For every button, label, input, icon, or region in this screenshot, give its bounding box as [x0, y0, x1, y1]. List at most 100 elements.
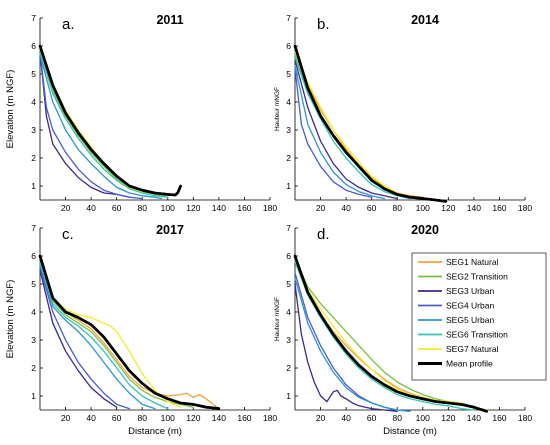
y-tick-label: 1: [31, 181, 36, 191]
series-line-seg1-natural: [39, 255, 220, 410]
chart-panel-4: 1 2 3 4 5 6 7 20 40 60 80 100 120 140 160 180 d. 2020 Haut…: [274, 223, 532, 437]
x-tick-label: 140: [467, 413, 481, 423]
series-line-seg2-transition: [39, 50, 166, 197]
series-line-seg1-natural: [39, 48, 179, 196]
legend-label: SEG5 Urban: [446, 315, 494, 325]
y-tick-label: 5: [31, 69, 36, 79]
y-tick-label: 2: [286, 363, 291, 373]
legend-label: SEG7 Natural: [446, 344, 499, 354]
panel-label: a.: [62, 16, 75, 33]
y-tick-label: 4: [31, 97, 36, 107]
series-line-seg2-transition: [294, 53, 424, 200]
x-tick-label: 100: [161, 413, 175, 423]
x-tick-label: 20: [61, 203, 71, 213]
y-tick-label: 6: [286, 41, 291, 51]
x-tick-label: 80: [392, 413, 402, 423]
series-line-seg5-urban: [294, 64, 386, 200]
series-line-seg3-urban: [39, 50, 131, 198]
y-axis-label: Elevation (m NGF): [5, 70, 16, 149]
series-line-seg5-urban: [39, 53, 163, 200]
chart-title: 2017: [156, 223, 184, 237]
panel-label: b.: [317, 16, 330, 33]
y-tick-label: 4: [286, 97, 291, 107]
series-line-seg4-urban: [39, 50, 143, 200]
y-tick-label: 6: [31, 251, 36, 261]
series-line-seg6-transition: [294, 260, 475, 411]
x-axis-label: Distance (m): [383, 426, 437, 437]
y-tick-label: 3: [31, 125, 36, 135]
x-axis-label: Distance (m): [128, 426, 182, 437]
x-tick-label: 180: [518, 413, 532, 423]
x-tick-label: 60: [367, 203, 377, 213]
series-line-seg7-natural: [294, 258, 475, 410]
y-tick-label: 5: [286, 69, 291, 79]
series-line-seg3-urban: [294, 283, 398, 413]
x-tick-label: 20: [316, 413, 326, 423]
x-tick-label: 180: [263, 203, 277, 213]
y-tick-label: 7: [31, 223, 36, 233]
chart-title: 2020: [411, 223, 439, 237]
y-tick-label: 3: [286, 335, 291, 345]
y-tick-label: 3: [31, 335, 36, 345]
y-tick-label: 1: [286, 391, 291, 401]
y-tick-label: 6: [31, 41, 36, 51]
chart-title: 2014: [411, 13, 439, 27]
x-tick-label: 100: [161, 203, 175, 213]
series-line-seg6-transition: [39, 260, 169, 410]
x-tick-label: 120: [441, 203, 455, 213]
y-tick-label: 7: [286, 13, 291, 23]
x-tick-label: 60: [112, 413, 122, 423]
legend: SEG1 Natural SEG2 Transition SEG3 Urban SEG…: [411, 252, 547, 381]
series-line-mean-profile: [38, 254, 221, 410]
x-tick-label: 60: [112, 203, 122, 213]
x-tick-label: 20: [61, 413, 71, 423]
x-tick-label: 100: [416, 413, 430, 423]
series-line-seg4-urban: [294, 67, 373, 198]
x-tick-label: 100: [416, 203, 430, 213]
series-line-seg5-urban: [294, 277, 411, 413]
y-axis-label: Elevation (m NGF): [5, 280, 16, 359]
x-tick-label: 120: [441, 413, 455, 423]
x-tick-label: 120: [186, 203, 200, 213]
x-tick-label: 140: [467, 203, 481, 213]
x-tick-label: 180: [518, 203, 532, 213]
y-axis-label: Hauteur mNGF: [274, 297, 281, 341]
series-line-seg6-transition: [294, 56, 411, 200]
x-tick-label: 160: [237, 413, 251, 423]
series-line-seg7-natural: [39, 48, 143, 193]
x-tick-label: 120: [186, 413, 200, 423]
x-tick-label: 180: [263, 413, 277, 423]
mean-profile-line: [293, 45, 446, 203]
x-tick-label: 40: [341, 203, 351, 213]
y-tick-label: 1: [31, 391, 36, 401]
legend-label: SEG3 Urban: [446, 286, 494, 296]
y-tick-label: 5: [31, 279, 36, 289]
y-axis-label: Hauteur mNGF: [274, 87, 281, 131]
x-tick-label: 140: [212, 413, 226, 423]
x-tick-label: 140: [212, 203, 226, 213]
x-tick-label: 40: [86, 203, 96, 213]
x-tick-label: 80: [137, 413, 147, 423]
legend-box: [411, 252, 547, 381]
panel-label: c.: [62, 226, 74, 243]
x-tick-label: 60: [367, 413, 377, 423]
x-tick-label: 40: [86, 413, 96, 423]
x-tick-label: 160: [492, 413, 506, 423]
legend-label: Mean profile: [446, 359, 493, 369]
chart-panel-1: 1 2 3 4 5 6 7 20 40 60 80 100 120 140 160 180 a. 2011 Elev…: [5, 13, 277, 213]
x-tick-label: 80: [392, 203, 402, 213]
panel-label: d.: [317, 226, 330, 243]
mean-profile-line: [293, 255, 488, 413]
legend-label: SEG4 Urban: [446, 301, 494, 311]
series-line-seg5-urban: [39, 263, 156, 410]
series-line-seg4-urban: [39, 266, 131, 410]
mean-profile-line: [38, 45, 182, 197]
series-line-seg7-natural: [294, 50, 411, 197]
chart-title: 2011: [156, 13, 183, 27]
series-line-seg3-urban: [294, 59, 398, 200]
y-tick-label: 1: [286, 181, 291, 191]
y-tick-label: 7: [286, 223, 291, 233]
y-tick-label: 4: [31, 307, 36, 317]
y-tick-label: 2: [286, 153, 291, 163]
